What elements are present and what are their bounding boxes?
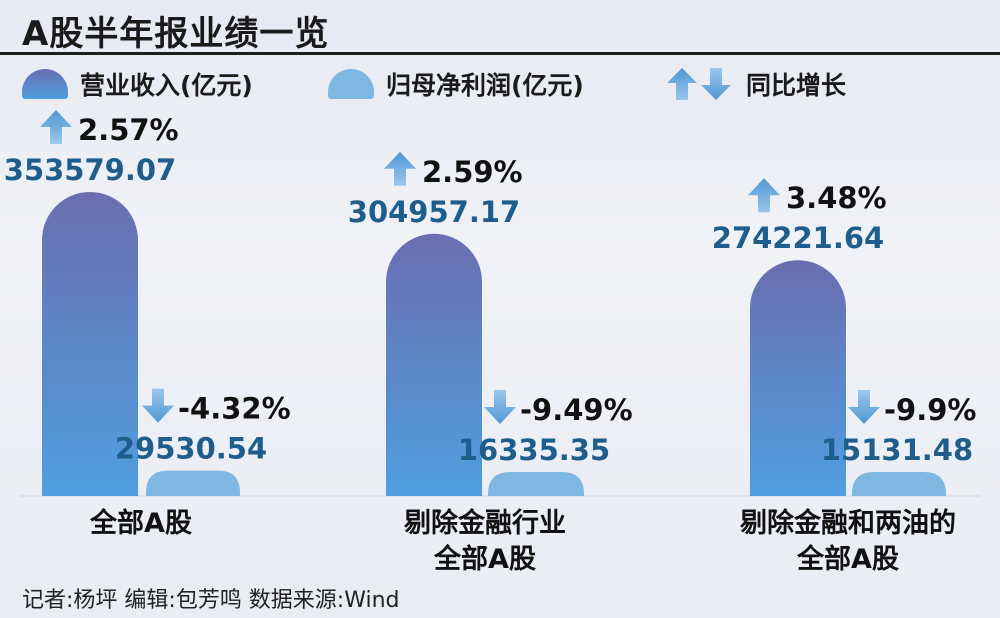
legend-profit-label: 归母净利润(亿元) <box>386 71 584 100</box>
category-label: 全部A股 <box>89 507 192 539</box>
legend-profit: 归母净利润(亿元) <box>328 66 584 102</box>
down-arrow-icon <box>142 388 174 423</box>
revenue-growth-label: 2.57% <box>78 113 179 147</box>
revenue-value-label: 274221.64 <box>712 221 884 255</box>
up-arrow-icon <box>384 151 416 186</box>
profit-value-label: 16335.35 <box>458 433 610 467</box>
legend-revenue-label: 营业收入(亿元) <box>80 71 253 100</box>
legend-profit-swatch <box>328 69 374 99</box>
source-credit: 记者:杨坪 编辑:包芳鸣 数据来源:Wind <box>22 588 400 613</box>
profit-growth-label: -9.9% <box>884 393 976 427</box>
legend-growth: 同比增长 <box>666 66 846 102</box>
revenue-value-label: 353579.07 <box>4 153 176 187</box>
down-arrow-icon <box>848 390 880 424</box>
revenue-growth-label: 3.48% <box>786 181 887 215</box>
category-label: 全部A股 <box>796 543 899 575</box>
revenue-bar <box>42 192 138 496</box>
profit-value-label: 29530.54 <box>115 432 267 466</box>
revenue-growth-label: 2.59% <box>422 155 523 189</box>
up-arrow-icon <box>40 110 72 144</box>
revenue-bar <box>750 260 846 496</box>
category-label: 全部A股 <box>433 543 536 575</box>
legend-revenue-swatch <box>22 69 68 99</box>
profit-bar <box>488 472 584 496</box>
category-label: 剔除金融和两油的 <box>739 507 956 539</box>
page-title: A股半年报业绩一览 <box>22 14 330 54</box>
revenue-value-label: 304957.17 <box>348 195 520 229</box>
up-down-arrow-icon <box>667 68 731 100</box>
profit-bar <box>146 470 240 496</box>
profit-bar <box>852 472 946 496</box>
legend-growth-arrows <box>666 67 732 101</box>
profit-growth-label: -9.49% <box>520 393 633 427</box>
revenue-bar <box>386 233 482 496</box>
category-label: 剔除金融行业 <box>403 507 566 539</box>
down-arrow-icon <box>484 390 516 424</box>
up-arrow-icon <box>748 178 780 213</box>
profit-value-label: 15131.48 <box>821 433 973 467</box>
legend-growth-label: 同比增长 <box>746 71 847 100</box>
title-rule <box>0 52 1000 55</box>
profit-growth-label: -4.32% <box>178 392 291 426</box>
legend-revenue: 营业收入(亿元) <box>22 66 253 102</box>
